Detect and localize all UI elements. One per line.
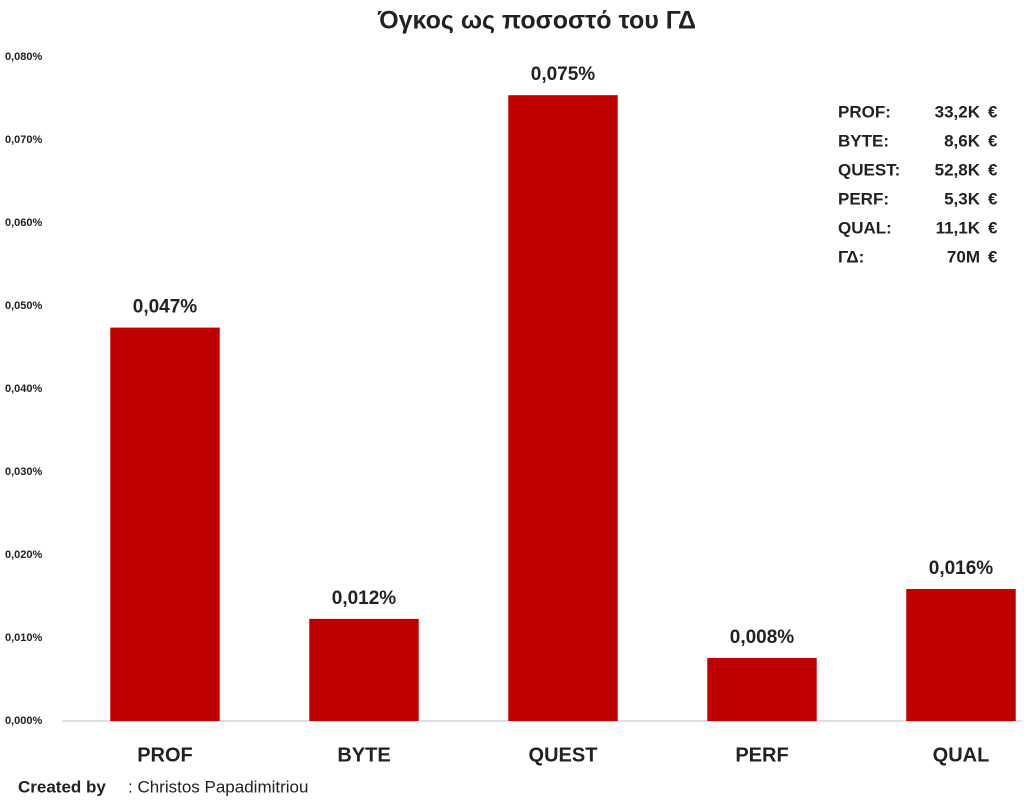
annotation-amount: 52,8K bbox=[935, 160, 981, 179]
y-tick-label: 0,050% bbox=[5, 300, 43, 312]
annotation-name: PERF: bbox=[838, 189, 889, 208]
bar bbox=[309, 618, 419, 721]
value-label: 0,075% bbox=[531, 64, 596, 85]
y-tick-label: 0,080% bbox=[5, 51, 43, 63]
y-tick-label: 0,020% bbox=[5, 549, 43, 561]
annotation-unit: € bbox=[988, 102, 998, 121]
annotation-unit: € bbox=[988, 131, 998, 150]
annotation-name: QUEST: bbox=[838, 160, 900, 179]
y-tick-label: 0,060% bbox=[5, 217, 43, 229]
x-tick-label: QUAL bbox=[933, 744, 990, 766]
annotation-name: BYTE: bbox=[838, 131, 889, 150]
credit-name: : Christos Papadimitriou bbox=[128, 777, 308, 796]
x-tick-label: BYTE bbox=[337, 744, 390, 766]
y-tick-label: 0,040% bbox=[5, 383, 43, 395]
y-tick-label: 0,000% bbox=[5, 715, 43, 727]
annotation-unit: € bbox=[988, 247, 998, 266]
annotation-amount: 5,3K bbox=[944, 189, 981, 208]
annotation-amount: 11,1K bbox=[936, 218, 981, 237]
annotation-amount: 8,6K bbox=[944, 131, 981, 150]
credit-label: Created by bbox=[18, 777, 106, 796]
y-tick-label: 0,010% bbox=[5, 632, 43, 644]
value-label: 0,016% bbox=[929, 558, 994, 579]
x-tick-label: QUEST bbox=[529, 744, 598, 766]
bar bbox=[110, 327, 220, 721]
y-tick-label: 0,070% bbox=[5, 134, 43, 146]
annotation-unit: € bbox=[988, 160, 998, 179]
bar bbox=[707, 657, 817, 721]
bar bbox=[508, 95, 618, 722]
annotation-amount: 33,2K bbox=[935, 102, 981, 121]
annotation-amount: 70M bbox=[947, 247, 980, 266]
chart-title: Όγκος ως ποσοστό του ΓΔ bbox=[377, 7, 696, 35]
value-label: 0,008% bbox=[730, 627, 795, 648]
annotation-name: QUAL: bbox=[838, 218, 892, 237]
value-label: 0,047% bbox=[133, 297, 198, 318]
bar bbox=[906, 589, 1016, 721]
x-tick-label: PROF bbox=[137, 744, 193, 766]
x-tick-label: PERF bbox=[735, 744, 788, 766]
annotation-unit: € bbox=[988, 189, 998, 208]
annotation-name: PROF: bbox=[838, 102, 891, 121]
value-label: 0,012% bbox=[332, 588, 397, 609]
annotation-unit: € bbox=[988, 218, 998, 237]
y-tick-label: 0,030% bbox=[5, 466, 43, 478]
annotation-name: ΓΔ: bbox=[838, 247, 864, 266]
